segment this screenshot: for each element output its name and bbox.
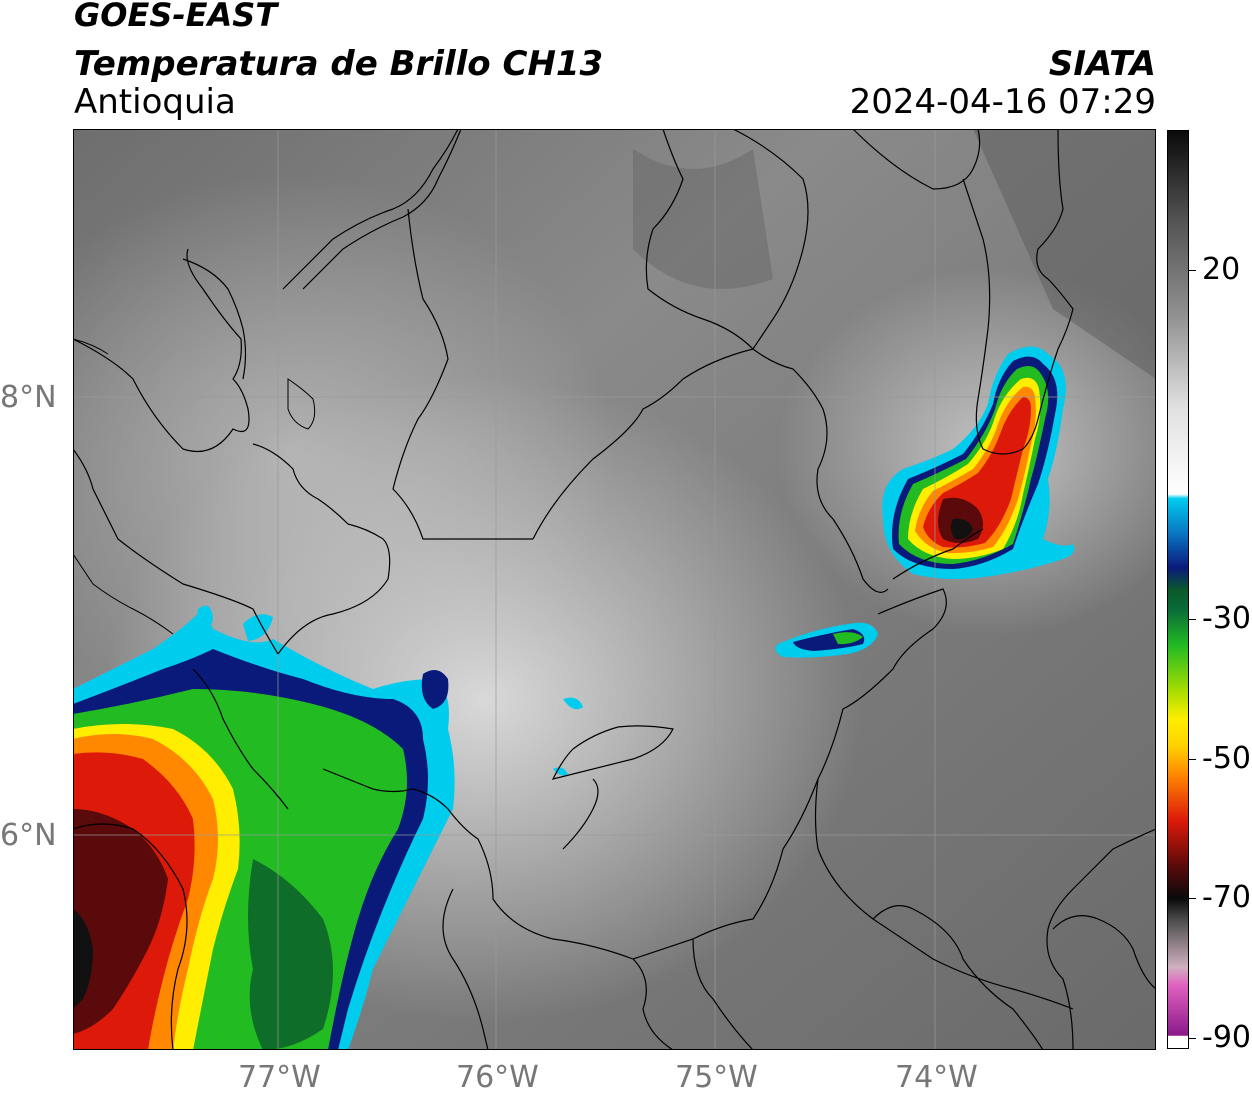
timestamp-label: 2024-04-16 07:29	[849, 82, 1156, 122]
satellite-title: GOES-EAST	[74, 0, 278, 34]
colorbar-tick	[1189, 759, 1196, 760]
cloud-cluster-northeast	[775, 346, 1075, 658]
colorbar-label-20: 20	[1202, 252, 1241, 287]
lon-label-74w: 74°W	[895, 1060, 978, 1095]
satellite-map	[73, 129, 1156, 1050]
colorbar-tick	[1189, 1038, 1196, 1039]
colorbar-label-minus30: -30	[1202, 601, 1251, 636]
lon-label-75w: 75°W	[675, 1060, 758, 1095]
colorbar-tick	[1189, 619, 1196, 620]
brand-label: SIATA	[1048, 44, 1156, 84]
colorbar-tick	[1189, 270, 1196, 271]
colorbar-label-minus90: -90	[1202, 1020, 1251, 1055]
lat-label-8n: 8°N	[0, 380, 57, 415]
graticule	[73, 129, 1156, 1050]
lon-label-77w: 77°W	[238, 1060, 321, 1095]
map-frame	[73, 129, 1156, 1050]
lon-label-76w: 76°W	[456, 1060, 539, 1095]
administrative-boundaries	[73, 129, 1156, 1050]
region-label: Antioquia	[74, 82, 236, 122]
coastline	[73, 338, 316, 635]
colorbar	[1167, 130, 1189, 1049]
colorbar-label-minus70: -70	[1202, 880, 1251, 915]
colorbar-tick	[1189, 898, 1196, 899]
lat-label-6n: 6°N	[0, 818, 57, 853]
product-title: Temperatura de Brillo CH13	[74, 44, 604, 84]
colorbar-label-minus50: -50	[1202, 741, 1251, 776]
cloud-cluster-southwest	[73, 609, 455, 1050]
small-cloud-cells	[195, 605, 583, 776]
